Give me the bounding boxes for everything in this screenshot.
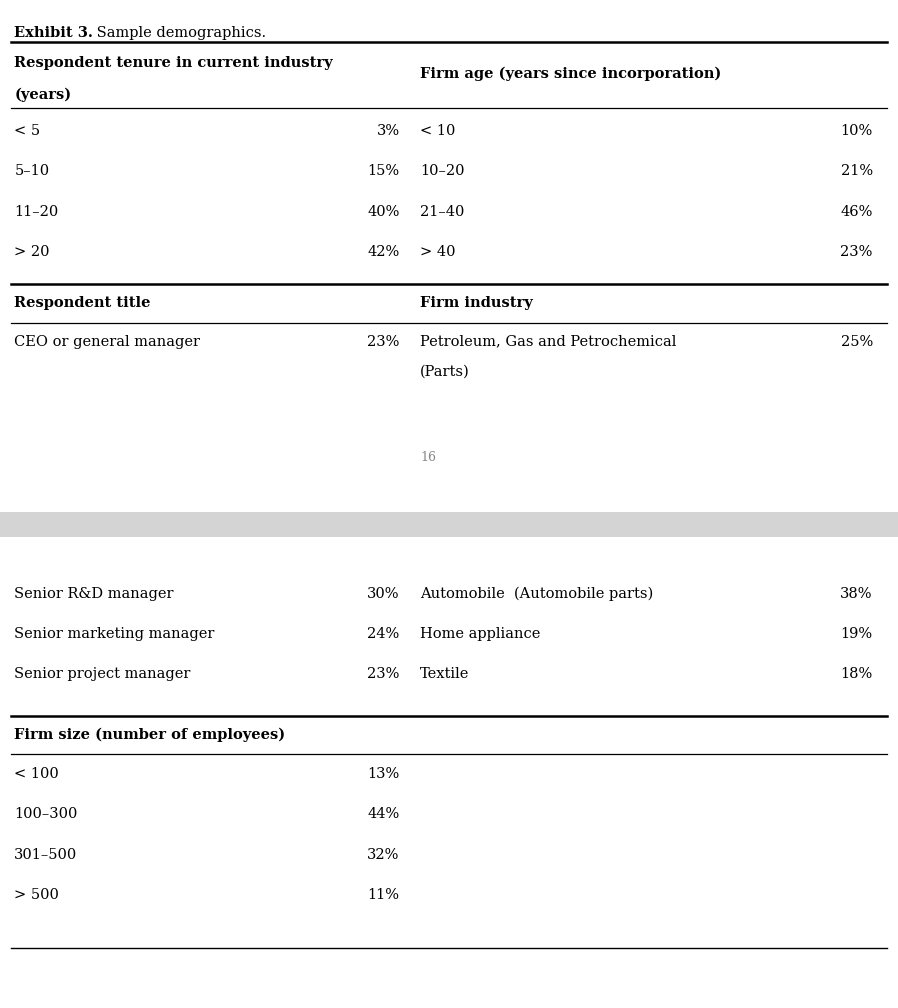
Text: 42%: 42% — [367, 245, 400, 259]
Text: 301–500: 301–500 — [14, 848, 77, 862]
Text: 44%: 44% — [367, 807, 400, 822]
Text: < 10: < 10 — [420, 124, 455, 138]
Text: 11%: 11% — [367, 888, 400, 902]
Text: < 5: < 5 — [14, 124, 40, 138]
Text: Respondent tenure in current industry: Respondent tenure in current industry — [14, 56, 333, 71]
Text: 19%: 19% — [841, 627, 873, 641]
Text: > 500: > 500 — [14, 888, 59, 902]
Text: 38%: 38% — [841, 587, 873, 601]
Text: 10–20: 10–20 — [420, 164, 465, 178]
Text: Automobile  (Automobile parts): Automobile (Automobile parts) — [420, 587, 654, 601]
Text: 100–300: 100–300 — [14, 807, 78, 822]
Text: 32%: 32% — [367, 848, 400, 862]
Text: 24%: 24% — [367, 627, 400, 641]
Text: > 20: > 20 — [14, 245, 50, 259]
Text: 23%: 23% — [841, 245, 873, 259]
Text: (Parts): (Parts) — [420, 365, 470, 379]
Text: Senior marketing manager: Senior marketing manager — [14, 627, 215, 641]
Text: 16: 16 — [420, 451, 436, 464]
Text: Senior R&D manager: Senior R&D manager — [14, 587, 174, 601]
Text: Exhibit 3.: Exhibit 3. — [14, 26, 93, 40]
Text: 21%: 21% — [841, 164, 873, 178]
Text: 13%: 13% — [367, 767, 400, 781]
Text: 25%: 25% — [841, 335, 873, 349]
Text: 5–10: 5–10 — [14, 164, 49, 178]
Text: 3%: 3% — [376, 124, 400, 138]
Bar — [0, 512, 898, 537]
Text: 18%: 18% — [841, 667, 873, 681]
Text: Sample demographics.: Sample demographics. — [92, 26, 267, 40]
Text: CEO or general manager: CEO or general manager — [14, 335, 200, 349]
Text: Firm age (years since incorporation): Firm age (years since incorporation) — [420, 67, 721, 81]
Text: (years): (years) — [14, 88, 72, 102]
Text: 23%: 23% — [367, 335, 400, 349]
Text: Petroleum, Gas and Petrochemical: Petroleum, Gas and Petrochemical — [420, 335, 676, 349]
Text: 30%: 30% — [367, 587, 400, 601]
Text: 11–20: 11–20 — [14, 205, 58, 219]
Text: Senior project manager: Senior project manager — [14, 667, 190, 681]
Text: Firm size (number of employees): Firm size (number of employees) — [14, 728, 286, 742]
Text: > 40: > 40 — [420, 245, 456, 259]
Text: < 100: < 100 — [14, 767, 59, 781]
Text: 23%: 23% — [367, 667, 400, 681]
Text: Firm industry: Firm industry — [420, 296, 533, 310]
Text: 21–40: 21–40 — [420, 205, 464, 219]
Text: 10%: 10% — [841, 124, 873, 138]
Text: Textile: Textile — [420, 667, 470, 681]
Text: Home appliance: Home appliance — [420, 627, 541, 641]
Text: Respondent title: Respondent title — [14, 296, 151, 310]
Text: 15%: 15% — [367, 164, 400, 178]
Text: 46%: 46% — [841, 205, 873, 219]
Text: 40%: 40% — [367, 205, 400, 219]
